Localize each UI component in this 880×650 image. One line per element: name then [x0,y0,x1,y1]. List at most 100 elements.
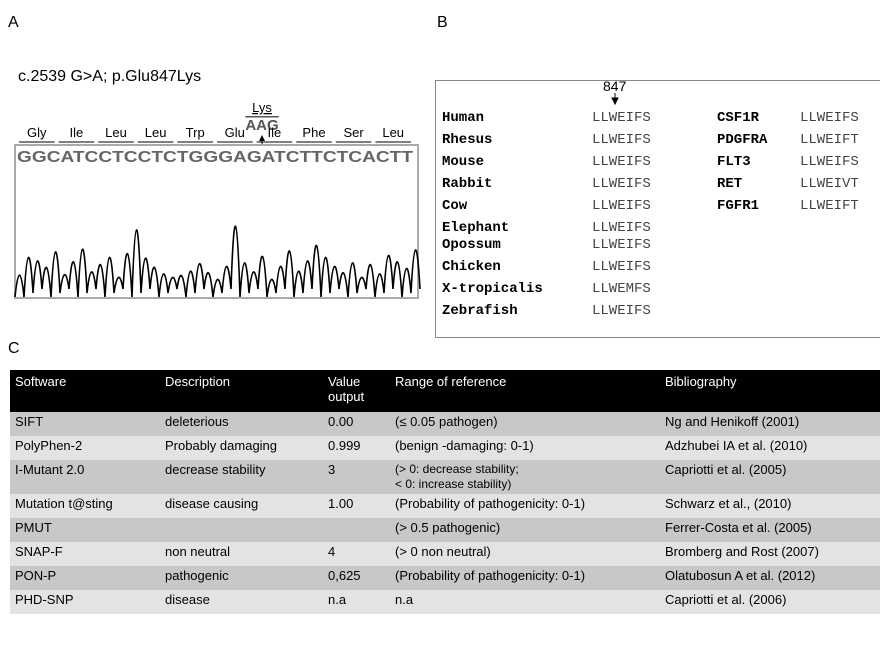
amino-acid: Ser [343,125,364,140]
species-sequence: LLWEIFS [592,132,651,148]
table-cell: PolyPhen-2 [10,436,160,460]
species-name: Chicken [442,259,501,275]
table-cell: 3 [323,460,390,494]
table-cell: (Probability of pathogenicity: 0-1) [390,494,660,518]
trace [15,226,420,297]
kinase-name: FLT3 [717,154,751,170]
table-cell: (> 0: decrease stability;< 0: increase s… [390,460,660,494]
table-cell: Bromberg and Rost (2007) [660,542,880,566]
cell-line: (> 0: decrease stability; [395,462,655,477]
position-arrow [610,93,620,105]
kinase-name: PDGFRA [717,132,767,148]
amino-acid: Leu [382,125,404,140]
amino-acid: Ile [268,125,282,140]
kinase-sequence: LLWEIFS [800,110,859,126]
species-name: Elephant [442,220,509,236]
chromatogram-panel: Lys AAG GGCATCCTCCTCTGGGAGATCTTCTCACTT G… [0,95,425,305]
amino-acid: Trp [186,125,205,140]
species-sequence: LLWEIFS [592,237,651,253]
table-cell: Schwarz et al., (2010) [660,494,880,518]
cell-line: < 0: increase stability) [395,477,655,492]
table-cell: 0,625 [323,566,390,590]
table-cell: Mutation t@sting [10,494,160,518]
amino-acid: Leu [105,125,127,140]
kinase-name: RET [717,176,742,192]
table-cell: SIFT [10,412,160,436]
table-cell: Adzhubei IA et al. (2010) [660,436,880,460]
species-name: Rhesus [442,132,492,148]
table-cell: disease [160,590,323,614]
table-cell: (> 0.5 pathogenic) [390,518,660,542]
header-cell: Description [160,370,323,412]
table-cell: PHD-SNP [10,590,160,614]
species-sequence: LLWEIFS [592,176,651,192]
table-cell: n.a [323,590,390,614]
species-name: Opossum [442,237,501,253]
table-cell: 0.999 [323,436,390,460]
amino-acid: Ile [70,125,84,140]
table-cell: deleterious [160,412,323,436]
table-cell: (Probability of pathogenicity: 0-1) [390,566,660,590]
species-sequence: LLWEIFS [592,110,651,126]
kinase-sequence: LLWEIVT [800,176,859,192]
species-name: Rabbit [442,176,492,192]
amino-acid: Leu [145,125,167,140]
species-sequence: LLWEIFS [592,303,651,319]
table-cell: PMUT [10,518,160,542]
table-cell: non neutral [160,542,323,566]
amino-acid: Glu [225,125,245,140]
table-cell: 1.00 [323,494,390,518]
table-cell: Probably damaging [160,436,323,460]
amino-acid: Phe [302,125,325,140]
kinase-name: FGFR1 [717,198,759,214]
species-name: Human [442,110,484,126]
table-cell: Capriotti et al. (2006) [660,590,880,614]
mutation-title: c.2539 G>A; p.Glu847Lys [18,68,201,86]
species-sequence: LLWEIFS [592,198,651,214]
header-cell: Bibliography [660,370,880,412]
header-cell: Software [10,370,160,412]
kinase-sequence: LLWEIFS [800,154,859,170]
species-name: Zebrafish [442,303,518,319]
table-cell: Olatubosun A et al. (2012) [660,566,880,590]
mutant-residue: Lys [252,100,272,115]
species-sequence: LLWEIFS [592,154,651,170]
species-name: Cow [442,198,467,214]
panel-label: B [437,14,448,32]
table-cell: Capriotti et al. (2005) [660,460,880,494]
kinase-sequence: LLWEIFT [800,132,859,148]
table-row: PMUT (> 0.5 pathogenic)Ferrer-Costa et al… [10,518,880,542]
table-cell: decrease stability [160,460,323,494]
table-cell: (≤ 0.05 pathogen) [390,412,660,436]
empty-cell [160,518,323,542]
kinase-sequence: LLWEIFT [800,198,859,214]
table-cell: I-Mutant 2.0 [10,460,160,494]
arrow [612,93,618,104]
table-cell: Ferrer-Costa et al. (2005) [660,518,880,542]
figure: A B C c.2539 G>A; p.Glu847Lys Lys AAG GG… [0,0,880,650]
residue-position: 847 [603,78,626,94]
species-sequence: LLWEIFS [592,220,651,236]
table-cell: disease causing [160,494,323,518]
species-name: X-tropicalis [442,281,543,297]
arrow [259,135,265,141]
table-cell: (> 0 non neutral) [390,542,660,566]
amino-acid: Gly [27,125,47,140]
species-sequence: LLWEMFS [592,281,651,297]
table-cell: 0.00 [323,412,390,436]
header-cell: Range of reference [390,370,660,412]
table-cell: SNAP-F [10,542,160,566]
panel-label: A [8,14,19,32]
table-cell: pathogenic [160,566,323,590]
table-cell: 4 [323,542,390,566]
table-cell: PON-P [10,566,160,590]
kinase-name: CSF1R [717,110,759,126]
header-cell: Value output [323,370,390,412]
